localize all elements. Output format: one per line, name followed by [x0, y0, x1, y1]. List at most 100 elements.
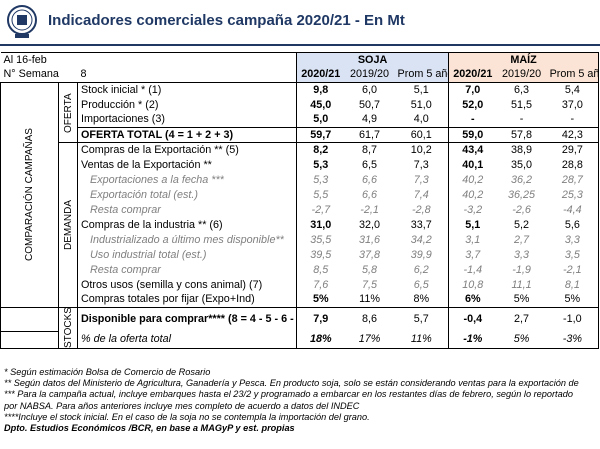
cell: 3,5 [546, 247, 600, 263]
cell: 3,3 [514, 248, 530, 261]
cell: -2,8 [394, 202, 450, 218]
cell: 7,6 [296, 277, 345, 293]
row-label: Stock inicial * (1) [81, 83, 162, 96]
cell: -1% [448, 331, 497, 349]
table-row-sub: Resta comprar 8,5 5,8 6,2 -1,4 -1,9 -2,1 [1, 262, 600, 278]
bcr-seal-logo-icon [7, 5, 37, 38]
week-label: N° Semana [0, 67, 78, 83]
cell: 6,3 [514, 83, 530, 96]
outer-section-cell: COMPARACIÓN CAMPAÑAS [0, 82, 59, 308]
cell: 39,5 [296, 247, 345, 263]
cell: 31,0 [296, 217, 345, 233]
title-underline [0, 44, 600, 46]
cell: -2,1 [360, 203, 379, 216]
cell: 34,2 [394, 232, 450, 248]
cell: - [471, 113, 475, 126]
cell: 3,7 [465, 248, 481, 261]
row-label: Otros usos (semilla y cons animal) (7) [81, 278, 263, 291]
cell: 5% [496, 331, 547, 349]
cell: 5,8 [362, 263, 378, 276]
table-row-sub: Exportaciones a la fecha *** 5,3 6,6 7,3… [1, 172, 600, 188]
cell: -0,4 [463, 313, 483, 326]
week-value: 8 [77, 67, 297, 83]
demanda-section-label: DEMANDA [63, 200, 74, 251]
soja-col-2020-21: 2020/21 [296, 67, 345, 83]
footnote: ****Incluye el stock inicial. En el caso… [4, 411, 370, 422]
cell: 8% [394, 292, 450, 308]
cell: 28,8 [546, 157, 600, 173]
date-label: Al 16-feb [0, 52, 297, 68]
cell: 6,5 [362, 158, 378, 171]
cell: 29,7 [546, 142, 600, 158]
footnote: * Según estimación Bolsa de Comercio de … [4, 367, 211, 377]
cell: 5,2 [514, 218, 530, 231]
table-row: COMPARACIÓN CAMPAÑAS OFERTA Stock inicia… [0, 82, 600, 308]
footnotes: * Según estimación Bolsa de Comercio de … [4, 367, 596, 434]
table-row-sub: Uso industrial total (est.) 39,5 37,8 39… [1, 247, 600, 263]
row-label: Industrializado a último mes disponible*… [90, 233, 284, 246]
maiz-header: MAÍZ [448, 52, 600, 68]
row-label: OFERTA TOTAL (4 = 1 + 2 + 3) [77, 127, 297, 143]
table-row-total: OFERTA TOTAL (4 = 1 + 2 + 3) 59,7 61,7 6… [1, 127, 600, 143]
header-row-1: Al 16-feb SOJA MAÍZ [0, 52, 600, 68]
cell: 3,1 [465, 233, 481, 246]
table-row: Importaciones (3) 5,0 4,9 4,0 - - - [1, 112, 600, 128]
cell: 9,8 [296, 82, 345, 98]
cell: 4,9 [362, 113, 378, 126]
cell: 37,8 [359, 248, 381, 261]
footnote: *** Para la campaña actual, incluye emba… [4, 389, 573, 400]
cell: - [546, 112, 600, 128]
page-title: Indicadores comerciales campaña 2020/21 … [48, 12, 405, 29]
row-label: Compras de la Exportación ** (5) [81, 143, 239, 156]
soja-col-2019-20: 2019/20 [344, 67, 395, 83]
row-label: Disponible para comprar**** (8 = 4 - 5 -… [81, 313, 297, 326]
cell: 35,5 [296, 232, 345, 248]
cell: -4,4 [546, 202, 600, 218]
row-label: Producción * (2) [81, 98, 159, 111]
cell: 4,0 [394, 112, 450, 128]
cell: 5% [546, 292, 600, 308]
oferta-section-label: OFERTA [63, 92, 74, 133]
cell: 5,5 [296, 187, 345, 203]
cell: 5,3 [296, 172, 345, 188]
cell: 42,3 [546, 127, 600, 143]
maiz-col-prom: Prom 5 años [546, 67, 600, 83]
cell: 59,7 [296, 127, 345, 143]
row-label: Resta comprar [90, 263, 161, 276]
cell: 5% [496, 292, 547, 308]
cell: 40,1 [462, 158, 484, 171]
cell: 8,1 [546, 277, 600, 293]
cell: 39,9 [394, 247, 450, 263]
cell: 61,7 [344, 127, 395, 143]
cell: 8,7 [362, 143, 378, 156]
row-label: Uso industrial total (est.) [90, 248, 207, 261]
header: Indicadores comerciales campaña 2020/21 … [0, 0, 600, 44]
cell: 7,4 [394, 187, 450, 203]
stocks-section-label: STOCKS [63, 307, 74, 348]
cell: 17% [344, 331, 395, 349]
cell: 7,3 [394, 157, 450, 173]
outer-section-filler [0, 331, 59, 349]
cell: - [519, 113, 524, 126]
cell: -3% [546, 331, 600, 349]
cell: 40,2 [462, 188, 484, 201]
cell: 18% [296, 331, 345, 349]
cell: 25,3 [546, 187, 600, 203]
cell: 5,3 [296, 157, 345, 173]
cell: 6,2 [394, 262, 450, 278]
table-row: Ventas de la Exportación ** 5,3 6,5 7,3 … [1, 157, 600, 173]
cell: 28,7 [546, 172, 600, 188]
cell: 51,0 [394, 97, 450, 113]
cell: 6% [448, 292, 497, 308]
outer-section-label: COMPARACIÓN CAMPAÑAS [24, 128, 35, 262]
cell: 3,3 [546, 232, 600, 248]
cell: 5,1 [394, 82, 450, 98]
cell: 38,9 [511, 143, 533, 156]
source-note: Dpto. Estudios Económicos /BCR, en base … [4, 423, 295, 434]
cell: 8,2 [296, 142, 345, 158]
cell: 45,0 [296, 97, 345, 113]
cell: 2,7 [514, 233, 530, 246]
cell: 11% [394, 331, 450, 349]
cell: 51,5 [511, 98, 533, 111]
cell: 52,0 [462, 98, 484, 111]
